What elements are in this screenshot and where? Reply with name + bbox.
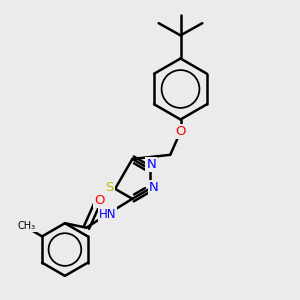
Text: N: N	[149, 181, 159, 194]
Text: HN: HN	[98, 208, 116, 221]
Text: S: S	[105, 181, 113, 194]
Text: O: O	[94, 194, 104, 207]
Text: N: N	[146, 158, 156, 171]
Text: CH₃: CH₃	[18, 221, 36, 231]
Text: O: O	[175, 125, 186, 138]
